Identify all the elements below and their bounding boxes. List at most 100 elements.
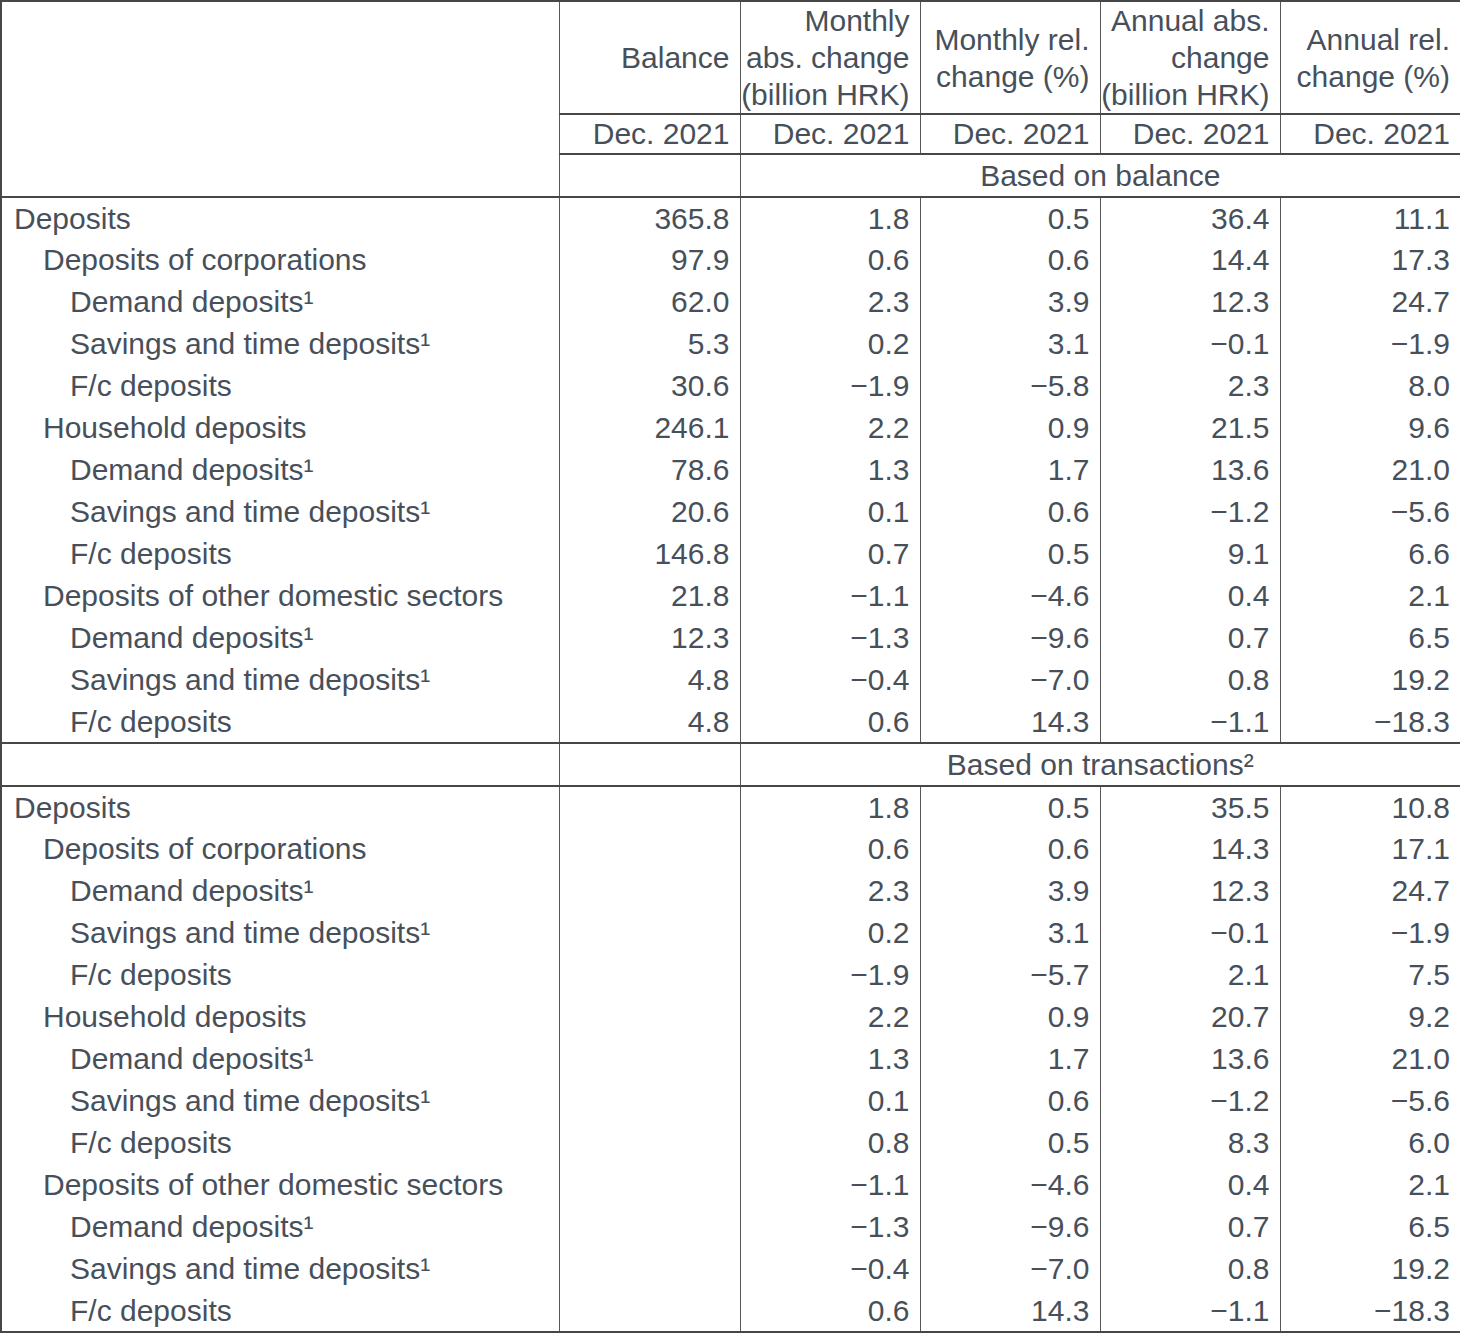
row-label: Demand deposits¹	[1, 1038, 559, 1080]
table-row: Demand deposits¹ 62.0 2.3 3.9 12.3 24.7	[1, 281, 1460, 323]
row-label: F/c deposits	[1, 954, 559, 996]
balance-cell	[559, 786, 740, 828]
monthly-abs-change-cell: −0.4	[740, 659, 920, 701]
annual-rel-change-cell: 6.5	[1280, 617, 1460, 659]
annual-rel-change-cell: −18.3	[1280, 701, 1460, 743]
monthly-rel-change-cell: −4.6	[920, 575, 1100, 617]
annual-abs-change-cell: 21.5	[1100, 407, 1280, 449]
monthly-abs-change-cell: 2.3	[740, 870, 920, 912]
row-label: Deposits of corporations	[1, 828, 559, 870]
annual-abs-change-cell: 0.8	[1100, 1248, 1280, 1290]
annual-abs-change-cell: 0.7	[1100, 1206, 1280, 1248]
annual-abs-change-cell: 2.1	[1100, 954, 1280, 996]
balance-cell	[559, 1122, 740, 1164]
annual-rel-change-cell: 19.2	[1280, 659, 1460, 701]
band-section-transactions: Based on transactions²	[1, 743, 1460, 786]
annual-rel-change-cell: −1.9	[1280, 323, 1460, 365]
column-header-monthly-abs-change: Monthly abs. change (billion HRK)	[740, 1, 920, 114]
table-row: Demand deposits¹ 1.3 1.7 13.6 21.0	[1, 1038, 1460, 1080]
monthly-rel-change-cell: 14.3	[920, 1290, 1100, 1332]
column-header-line: (billion HRK)	[1101, 76, 1270, 113]
monthly-abs-change-cell: −1.3	[740, 617, 920, 659]
annual-abs-change-cell: 0.7	[1100, 617, 1280, 659]
table-row: Household deposits 246.1 2.2 0.9 21.5 9.…	[1, 407, 1460, 449]
row-label: Demand deposits¹	[1, 449, 559, 491]
row-label: Deposits	[1, 197, 559, 239]
annual-abs-change-cell: 12.3	[1100, 281, 1280, 323]
monthly-rel-change-cell: 3.9	[920, 281, 1100, 323]
band-label-based-on-balance: Based on balance	[740, 154, 1460, 197]
band-label-based-on-transactions: Based on transactions²	[740, 743, 1460, 786]
annual-abs-change-cell: 14.3	[1100, 828, 1280, 870]
annual-abs-change-cell: 13.6	[1100, 449, 1280, 491]
balance-cell	[559, 1290, 740, 1332]
row-label: Demand deposits¹	[1, 617, 559, 659]
annual-rel-change-cell: 6.0	[1280, 1122, 1460, 1164]
monthly-abs-change-cell: 1.8	[740, 786, 920, 828]
monthly-rel-change-cell: −7.0	[920, 659, 1100, 701]
annual-abs-change-cell: −0.1	[1100, 323, 1280, 365]
monthly-rel-change-cell: 0.5	[920, 1122, 1100, 1164]
monthly-abs-change-cell: −1.9	[740, 365, 920, 407]
row-label: Household deposits	[1, 407, 559, 449]
annual-abs-change-cell: 20.7	[1100, 996, 1280, 1038]
table-row: F/c deposits −1.9 −5.7 2.1 7.5	[1, 954, 1460, 996]
annual-rel-change-cell: 19.2	[1280, 1248, 1460, 1290]
annual-rel-change-cell: 11.1	[1280, 197, 1460, 239]
row-label: Household deposits	[1, 996, 559, 1038]
band-empty-label-cell	[1, 743, 559, 786]
balance-cell: 5.3	[559, 323, 740, 365]
balance-cell: 62.0	[559, 281, 740, 323]
balance-cell	[559, 1206, 740, 1248]
monthly-abs-change-cell: 0.2	[740, 912, 920, 954]
row-label: Deposits of corporations	[1, 239, 559, 281]
date-subheader-annual-abs: Dec. 2021	[1100, 114, 1280, 154]
column-header-line: Monthly	[741, 2, 910, 39]
row-label: Deposits of other domestic sectors	[1, 575, 559, 617]
balance-cell: 4.8	[559, 659, 740, 701]
monthly-abs-change-cell: −1.9	[740, 954, 920, 996]
table-row: Savings and time deposits¹ −0.4 −7.0 0.8…	[1, 1248, 1460, 1290]
section-based-on-transactions: Deposits 1.8 0.5 35.5 10.8 Deposits of c…	[1, 786, 1460, 1332]
table-row: Demand deposits¹ 2.3 3.9 12.3 24.7	[1, 870, 1460, 912]
monthly-rel-change-cell: 3.1	[920, 323, 1100, 365]
row-label: Savings and time deposits¹	[1, 323, 559, 365]
monthly-abs-change-cell: 0.8	[740, 1122, 920, 1164]
monthly-abs-change-cell: 0.1	[740, 491, 920, 533]
row-label: F/c deposits	[1, 1290, 559, 1332]
annual-abs-change-cell: −1.2	[1100, 491, 1280, 533]
column-header-line: Annual rel.	[1281, 21, 1451, 58]
annual-rel-change-cell: 2.1	[1280, 575, 1460, 617]
table-row: F/c deposits 30.6 −1.9 −5.8 2.3 8.0	[1, 365, 1460, 407]
column-header-line: Balance	[560, 39, 730, 76]
annual-abs-change-cell: 14.4	[1100, 239, 1280, 281]
monthly-abs-change-cell: 0.2	[740, 323, 920, 365]
balance-cell	[559, 912, 740, 954]
column-header-line: change (%)	[1281, 58, 1451, 95]
row-label: F/c deposits	[1, 701, 559, 743]
annual-rel-change-cell: 17.3	[1280, 239, 1460, 281]
monthly-rel-change-cell: −9.6	[920, 1206, 1100, 1248]
row-label: Savings and time deposits¹	[1, 491, 559, 533]
balance-cell: 30.6	[559, 365, 740, 407]
annual-abs-change-cell: 0.4	[1100, 575, 1280, 617]
annual-rel-change-cell: 2.1	[1280, 1164, 1460, 1206]
monthly-rel-change-cell: 1.7	[920, 449, 1100, 491]
annual-rel-change-cell: 7.5	[1280, 954, 1460, 996]
monthly-rel-change-cell: 3.1	[920, 912, 1100, 954]
annual-abs-change-cell: −1.1	[1100, 1290, 1280, 1332]
column-header-line: Annual abs.	[1101, 2, 1270, 39]
row-label: F/c deposits	[1, 1122, 559, 1164]
column-header-balance: Balance	[559, 1, 740, 114]
monthly-rel-change-cell: 0.5	[920, 197, 1100, 239]
section-based-on-balance: Deposits 365.8 1.8 0.5 36.4 11.1 Deposit…	[1, 197, 1460, 743]
column-header-annual-rel-change: Annual rel. change (%)	[1280, 1, 1460, 114]
monthly-rel-change-cell: 0.6	[920, 239, 1100, 281]
monthly-rel-change-cell: 0.5	[920, 786, 1100, 828]
monthly-rel-change-cell: 0.9	[920, 407, 1100, 449]
monthly-abs-change-cell: −1.1	[740, 1164, 920, 1206]
annual-abs-change-cell: 9.1	[1100, 533, 1280, 575]
monthly-abs-change-cell: 0.6	[740, 701, 920, 743]
monthly-rel-change-cell: 0.5	[920, 533, 1100, 575]
row-label: Demand deposits¹	[1, 281, 559, 323]
